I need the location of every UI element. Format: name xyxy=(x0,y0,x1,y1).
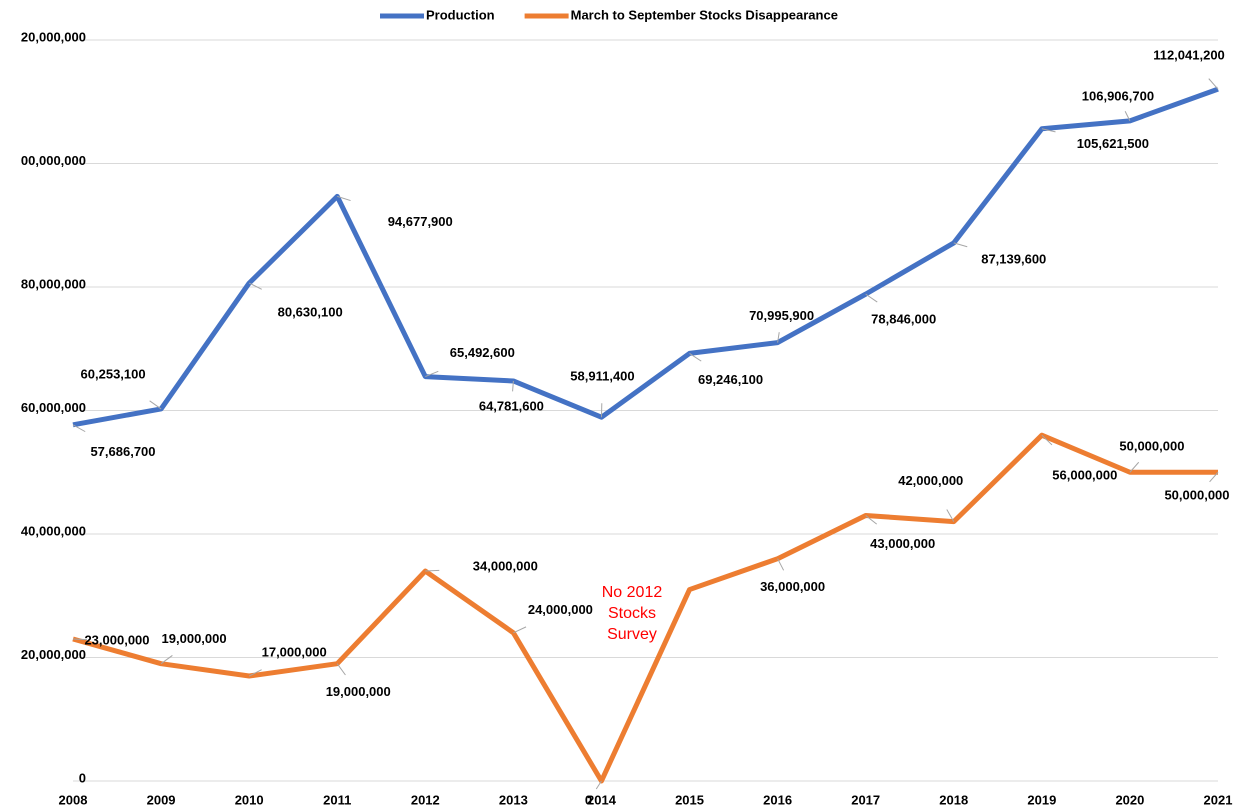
data-label: 58,911,400 xyxy=(570,369,634,384)
leader-line xyxy=(512,380,514,392)
leader-line xyxy=(1208,78,1219,90)
data-label: 42,000,000 xyxy=(898,473,963,488)
series-line xyxy=(72,432,1218,784)
data-label: 36,000,000 xyxy=(760,579,825,594)
leader-line xyxy=(248,282,262,290)
x-tick-label: 2011 xyxy=(323,792,351,807)
x-tick-label: 2016 xyxy=(763,792,792,807)
leader-line xyxy=(1041,434,1053,446)
x-tick-label: 2017 xyxy=(851,792,880,807)
x-tick-label: 2012 xyxy=(411,792,440,807)
leader-line xyxy=(1041,128,1056,133)
series-line xyxy=(72,86,1219,428)
y-tick-label: 60,000,000 xyxy=(21,400,86,415)
legend-label: Production xyxy=(426,7,495,22)
data-label: 112,041,200 xyxy=(1153,48,1225,63)
leader-line xyxy=(777,558,785,571)
leader-line xyxy=(425,370,439,378)
data-label: 69,246,100 xyxy=(698,372,763,387)
leader-line xyxy=(595,780,602,790)
y-tick-label: 40,000,000 xyxy=(21,523,86,538)
leader-line xyxy=(149,400,162,410)
legend-label: March to September Stocks Disappearance xyxy=(571,7,838,22)
leader-line xyxy=(865,293,878,303)
leader-line xyxy=(337,195,351,202)
x-tick-label: 2008 xyxy=(59,792,88,807)
data-label: 24,000,000 xyxy=(528,602,593,617)
data-label: 34,000,000 xyxy=(473,558,538,573)
x-tick-label: 2013 xyxy=(499,792,528,807)
y-tick-label: 0 xyxy=(79,770,86,785)
leader-line xyxy=(425,569,440,572)
leader-line xyxy=(1129,461,1140,473)
data-label: 19,000,000 xyxy=(162,631,227,646)
data-label: 106,906,700 xyxy=(1082,88,1154,103)
data-label: 50,000,000 xyxy=(1119,439,1184,454)
leader-line xyxy=(865,515,878,525)
leader-line xyxy=(1124,111,1131,122)
data-label: 80,630,100 xyxy=(278,305,343,320)
data-label: 23,000,000 xyxy=(84,632,149,647)
data-label: 57,686,700 xyxy=(90,444,155,459)
x-tick-label: 2021 xyxy=(1204,792,1233,807)
data-label: 19,000,000 xyxy=(326,684,391,699)
y-tick-label: 20,000,000 xyxy=(21,647,86,662)
data-label: 56,000,000 xyxy=(1052,468,1117,483)
leader-line xyxy=(160,655,173,665)
data-label: 60,253,100 xyxy=(81,366,146,381)
x-tick-label: 2009 xyxy=(147,792,176,807)
leader-line xyxy=(248,669,262,677)
leader-line xyxy=(953,242,968,248)
data-label: 94,677,900 xyxy=(388,214,453,229)
y-tick-label: 20,000,000 xyxy=(21,29,86,44)
data-label: 105,621,500 xyxy=(1077,136,1149,151)
annotation: No 2012 Stocks Survey xyxy=(601,584,663,643)
data-label: 87,139,600 xyxy=(981,251,1046,266)
x-tick-label: 2020 xyxy=(1115,792,1144,807)
x-tick-label: 2010 xyxy=(235,792,264,807)
x-tick-label: 2019 xyxy=(1027,792,1056,807)
leader-line xyxy=(777,332,780,343)
data-label: 0 xyxy=(585,792,592,807)
leader-line xyxy=(72,424,86,433)
leader-line xyxy=(513,626,527,634)
leader-line xyxy=(336,663,346,676)
y-tick-label: 00,000,000 xyxy=(21,153,86,168)
data-label: 78,846,000 xyxy=(871,312,936,327)
x-tick-label: 2015 xyxy=(675,792,704,807)
data-label: 70,995,900 xyxy=(749,308,814,323)
leader-line xyxy=(946,509,955,522)
data-label: 17,000,000 xyxy=(262,644,327,659)
leader-line xyxy=(689,352,702,362)
y-tick-label: 80,000,000 xyxy=(21,276,86,291)
x-tick-label: 2018 xyxy=(939,792,968,807)
data-label: 50,000,000 xyxy=(1164,488,1229,503)
data-label: 64,781,600 xyxy=(479,398,544,413)
data-label: 65,492,600 xyxy=(450,345,515,360)
leader-line xyxy=(72,638,88,641)
data-label: 43,000,000 xyxy=(870,536,935,551)
x-tick-label: 2014 xyxy=(587,792,617,807)
leader-line xyxy=(1209,471,1219,483)
